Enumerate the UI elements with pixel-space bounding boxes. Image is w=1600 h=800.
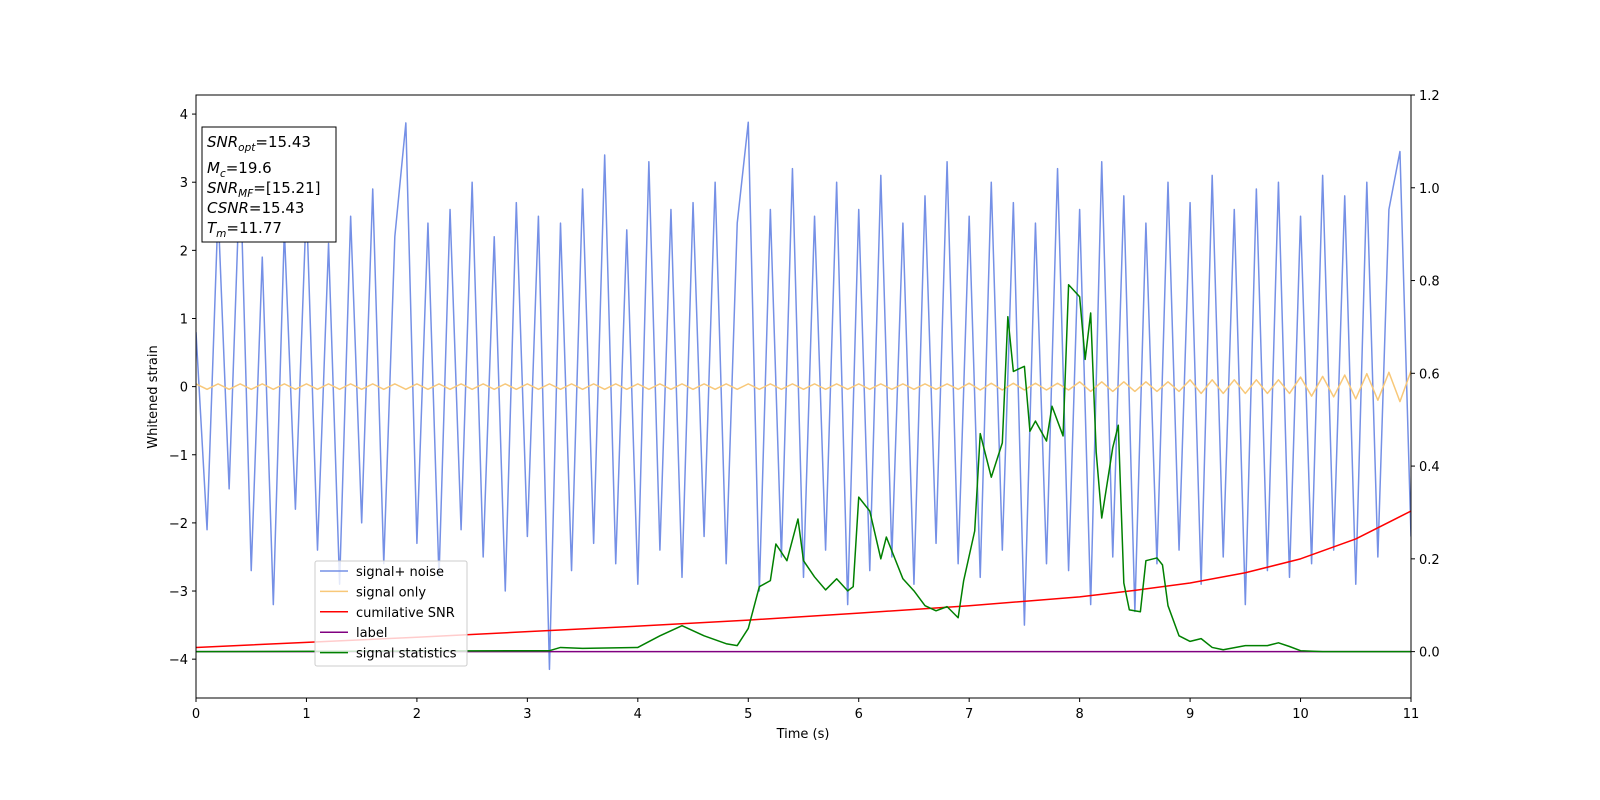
annotation-part: =19.6 (226, 159, 272, 177)
y2-tick-label: 0.0 (1419, 646, 1440, 661)
x-tick-label: 0 (192, 707, 200, 722)
annotation-part: opt (238, 142, 256, 154)
legend-label: signal only (356, 585, 426, 600)
annotation-part: SNR (207, 133, 238, 151)
y2-tick-label: 0.4 (1419, 460, 1440, 475)
x-tick-label: 3 (523, 707, 531, 722)
y-tick-label: −1 (169, 449, 188, 464)
legend-box (314, 560, 468, 667)
y-tick-label: −2 (169, 517, 188, 532)
y-tick-label: 2 (180, 244, 188, 259)
x-tick-label: 1 (302, 707, 310, 722)
annotation: CSNR=15.43 (207, 199, 304, 217)
x-tick-label: 8 (1075, 707, 1083, 722)
annotation-part: =[15.21] (253, 179, 320, 197)
y-tick-label: 1 (180, 312, 188, 327)
y-tick-label: 0 (180, 381, 188, 396)
annotation-part: c (220, 168, 226, 180)
annotation-part: M (207, 159, 220, 177)
x-tick-label: 2 (413, 707, 421, 722)
annotation-part: =15.43 (249, 199, 305, 217)
x-tick-label: 4 (634, 707, 642, 722)
annotation-box (201, 126, 337, 243)
legend-label: label (356, 626, 387, 641)
annotation-part: SNR (207, 179, 238, 197)
x-tick-label: 9 (1186, 707, 1194, 722)
y-tick-label: 3 (180, 176, 188, 191)
y-tick-label: −4 (169, 653, 188, 668)
annotation: SNRopt=15.43 (207, 133, 311, 154)
annotation-part: =15.43 (255, 133, 311, 151)
y2-tick-label: 0.8 (1419, 275, 1440, 290)
legend-label: signal+ noise (356, 565, 444, 580)
x-tick-label: 11 (1403, 707, 1420, 722)
annotation-part: T (207, 219, 218, 237)
annotation: Mc=19.6 (207, 159, 272, 180)
y-tick-label: −3 (169, 585, 188, 600)
annotation: SNRMF=[15.21] (207, 179, 321, 200)
x-axis-label: Time (s) (776, 727, 830, 742)
legend-label: cumilative SNR (356, 606, 455, 621)
y-axis-label: Whitened strain (146, 345, 161, 448)
series-line (196, 121, 1411, 671)
y2-tick-label: 0.6 (1419, 367, 1440, 382)
annotation-part: MF (238, 188, 254, 200)
annotation: Tm=11.77 (207, 219, 282, 240)
y-tick-label: 4 (180, 108, 188, 123)
x-tick-label: 5 (744, 707, 752, 722)
legend-label: signal statistics (356, 647, 457, 662)
annotation-part: CSNR (207, 199, 249, 217)
y2-tick-label: 0.2 (1419, 553, 1440, 568)
x-tick-label: 6 (855, 707, 863, 722)
x-tick-label: 7 (965, 707, 973, 722)
y2-tick-label: 1.2 (1419, 89, 1440, 104)
series-line (196, 370, 1411, 403)
y2-tick-label: 1.0 (1419, 182, 1440, 197)
series-line (196, 283, 1411, 653)
annotation-part: m (216, 228, 226, 240)
x-tick-label: 10 (1292, 707, 1309, 722)
annotation-part: =11.77 (226, 219, 282, 237)
axes-frame (195, 94, 1412, 699)
